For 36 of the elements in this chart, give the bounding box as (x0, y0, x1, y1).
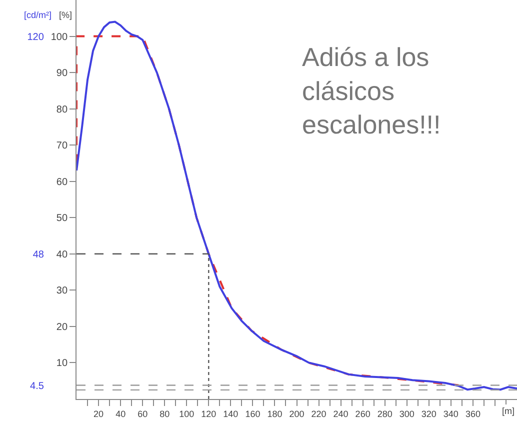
y-tick-label: 60 (56, 176, 68, 188)
x-axis-title: [m] (502, 406, 514, 416)
y-tick-label: 40 (56, 249, 68, 260)
x-tick-label: 200 (289, 408, 304, 419)
annotation: Adiós a los clásicos escalones!!! (302, 42, 441, 140)
y-axis-title: [%] (59, 10, 72, 20)
x-tick-label: 80 (160, 408, 170, 419)
x-tick-label: 300 (399, 408, 414, 419)
y2-tick-label: 4.5 (30, 380, 44, 392)
y-tick-label: 100 (50, 32, 68, 43)
x-tick-label: 340 (443, 408, 458, 419)
y2-tick-label: 48 (32, 249, 44, 260)
x-tick-label: 40 (116, 408, 126, 419)
y-tick-label: 90 (56, 68, 68, 80)
x-tick-label: 140 (223, 408, 238, 419)
y-tick-label: 50 (56, 213, 68, 224)
x-tick-label: 100 (179, 408, 194, 419)
x-tick-label: 240 (333, 408, 348, 419)
y-tick-label: 20 (56, 322, 68, 333)
y-tick-label: 10 (56, 358, 68, 370)
y-tick-label: 30 (56, 286, 68, 297)
x-tick-label: 20 (94, 408, 104, 419)
y-tick-label: 70 (56, 140, 68, 152)
x-tick-label: 60 (138, 408, 148, 419)
y2-tick-label: 120 (27, 32, 44, 43)
x-tick-label: 360 (465, 408, 480, 419)
x-tick-label: 220 (311, 408, 326, 419)
line-series (76, 20, 517, 391)
y-tick-label: 80 (56, 104, 68, 116)
x-tick-label: 260 (355, 408, 370, 419)
x-tick-label: 160 (245, 408, 260, 419)
x-tick-label: 120 (201, 408, 216, 419)
y2-axis-title: [cd/m²] (24, 10, 52, 20)
x-tick-label: 280 (377, 408, 392, 419)
x-tick-label: 180 (267, 408, 282, 419)
x-tick-label: 320 (421, 408, 436, 419)
